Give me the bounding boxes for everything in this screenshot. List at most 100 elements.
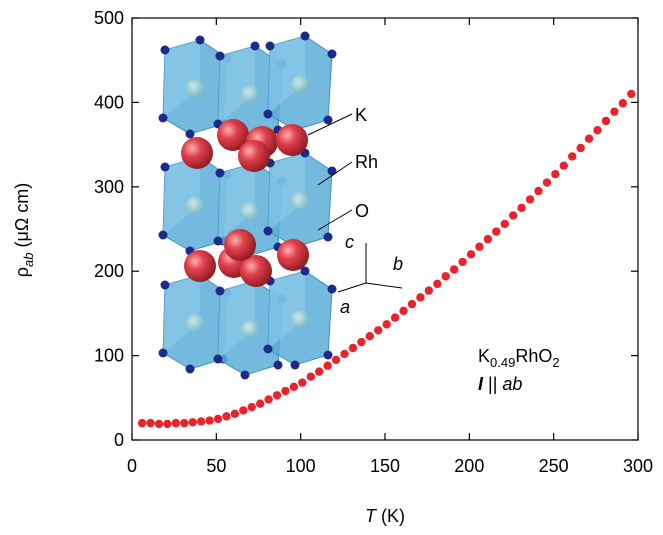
data-point (618, 99, 628, 108)
octahedron-face (268, 271, 305, 349)
data-point (466, 250, 476, 259)
data-point (593, 126, 602, 135)
octahedron-face (218, 46, 255, 124)
leader-line (317, 209, 353, 231)
data-point (163, 419, 172, 429)
o-atom (290, 360, 300, 370)
k-atom (240, 255, 272, 287)
formula-part: 2 (552, 355, 559, 370)
label-k: K (355, 105, 367, 125)
data-point (213, 414, 223, 424)
formula: K0.49RhO2 (478, 346, 560, 370)
y-label-unit: (μΩ cm) (12, 183, 32, 248)
data-point (610, 107, 619, 116)
x-tick-label: 300 (623, 456, 653, 476)
formula-part: RhO (515, 346, 552, 366)
rh-atom (186, 79, 204, 97)
o-atom (215, 168, 225, 178)
data-point (559, 161, 568, 170)
data-point (492, 227, 501, 236)
y-tick-label: 200 (94, 261, 124, 281)
data-point (576, 143, 585, 153)
data-point (458, 257, 467, 267)
data-point (306, 372, 315, 381)
o-atom (300, 31, 310, 41)
data-point (517, 203, 526, 213)
data-point (357, 337, 366, 347)
o-atom (158, 348, 168, 358)
data-point (508, 211, 518, 220)
o-atom (185, 364, 195, 374)
data-point (390, 313, 400, 322)
data-point (188, 418, 197, 427)
o-atom (327, 284, 337, 294)
crystal-structure (158, 31, 403, 380)
x-tick-label: 0 (127, 456, 137, 476)
formula-part: 0.49 (490, 355, 515, 370)
x-label-symbol: T (365, 506, 378, 526)
data-point (272, 391, 282, 400)
data-point (449, 265, 459, 274)
y-label-symbol: ρ (12, 267, 32, 277)
data-point (551, 169, 560, 179)
o-atom (265, 41, 275, 51)
x-axis-label: T (K) (365, 506, 405, 526)
leader-line (317, 161, 353, 186)
data-point (323, 361, 332, 370)
k-atom (181, 137, 213, 169)
o-atom (300, 266, 310, 276)
octahedron-face (218, 281, 255, 359)
y-tick-label: 300 (94, 177, 124, 197)
o-atom (213, 354, 223, 364)
data-point (542, 178, 552, 187)
data-point (382, 320, 391, 329)
k-atom (217, 119, 249, 151)
o-atom (160, 45, 170, 55)
x-label-unit: (K) (381, 506, 405, 526)
data-point (239, 406, 248, 415)
data-point (627, 89, 636, 99)
octahedron-face (268, 153, 305, 231)
data-point (601, 116, 611, 126)
data-point (230, 409, 240, 419)
k-atom (238, 140, 270, 172)
axis-arrow (337, 282, 367, 293)
data-point (584, 134, 594, 143)
current-plane: ab (502, 374, 522, 394)
data-point (340, 349, 349, 359)
data-point (196, 417, 206, 426)
y-tick-label: 500 (94, 8, 124, 28)
rh-atom (291, 192, 309, 210)
o-atom (323, 350, 333, 360)
data-point (441, 272, 450, 281)
data-point (483, 234, 493, 244)
octahedron-face (163, 157, 200, 235)
axis-b: b (393, 254, 403, 274)
rh-atom (291, 310, 309, 328)
o-atom (158, 230, 168, 240)
data-point (205, 416, 214, 425)
data-point (171, 418, 181, 428)
data-point (180, 418, 189, 428)
axis-c: c (345, 232, 354, 252)
octahedron-face (268, 36, 305, 114)
rh-atom (291, 75, 309, 93)
k-atom (277, 239, 309, 271)
o-atom (215, 51, 225, 61)
rh-atom (186, 314, 204, 332)
data-point (416, 293, 425, 302)
data-point (534, 186, 543, 196)
o-atom (327, 49, 337, 59)
data-point (424, 286, 434, 295)
label-rh: Rh (355, 152, 378, 172)
o-atom (250, 41, 260, 51)
o-atom (327, 166, 337, 176)
o-atom (323, 232, 333, 242)
data-point (348, 343, 358, 353)
data-point (433, 279, 442, 289)
label-o: O (355, 201, 369, 221)
x-tick-label: 50 (206, 456, 226, 476)
data-point (247, 402, 256, 412)
current-direction: I || ab (478, 374, 522, 394)
